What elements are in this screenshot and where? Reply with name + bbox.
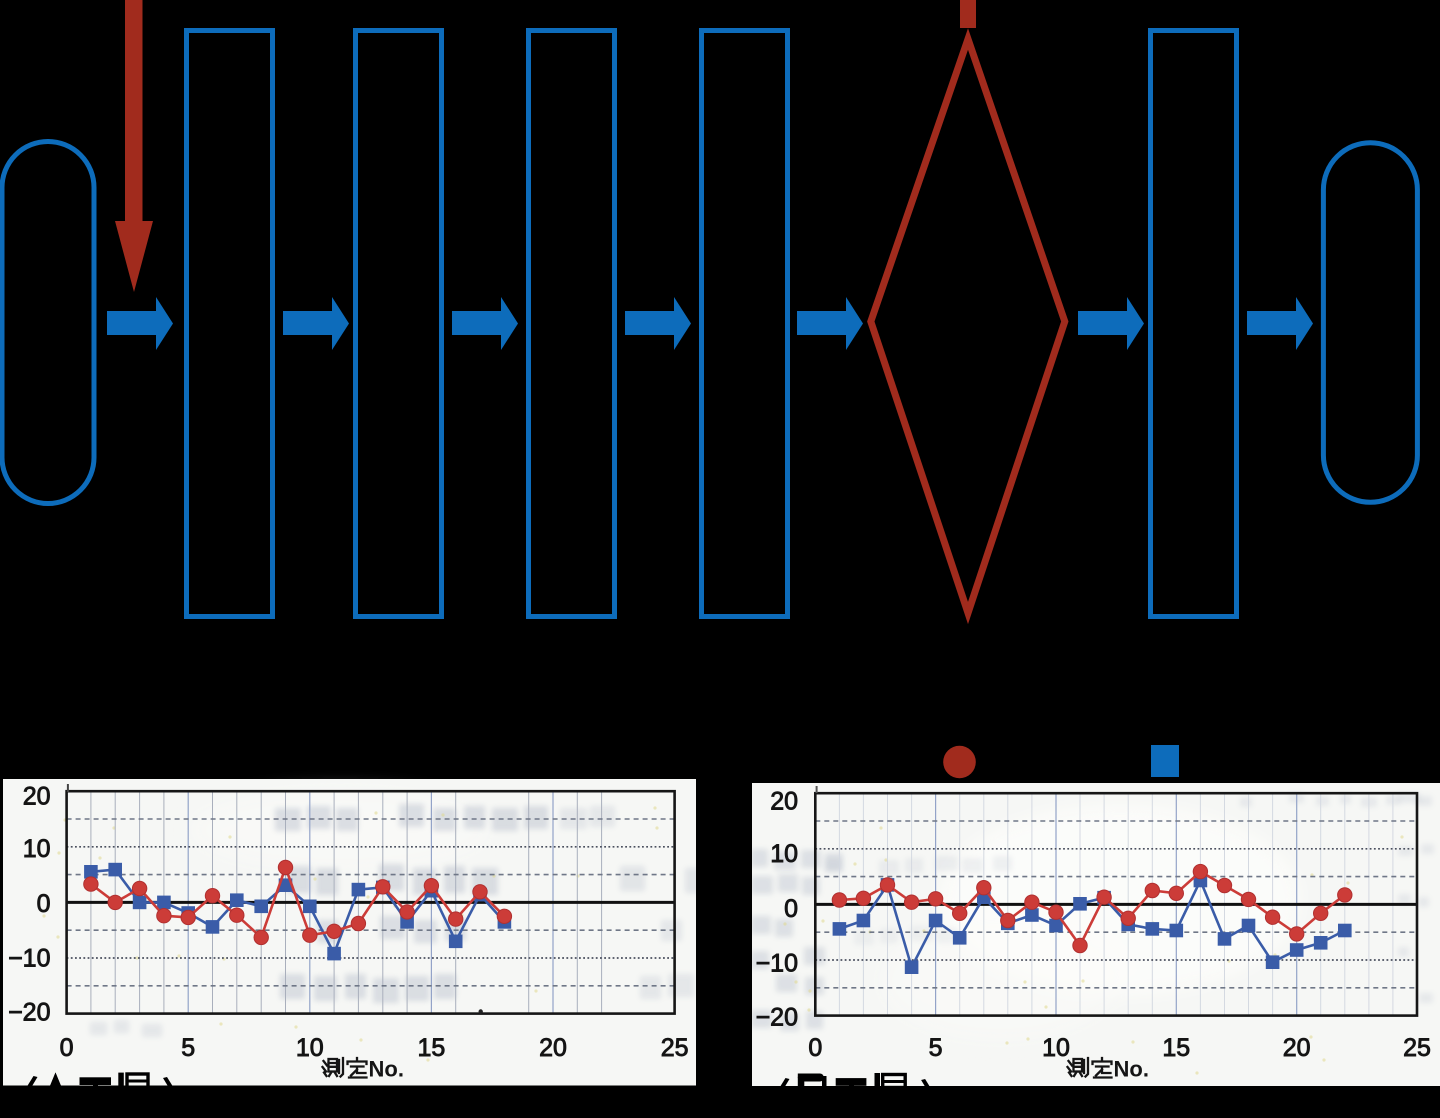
- svg-text:15: 15: [1162, 1034, 1190, 1062]
- svg-text:20: 20: [539, 1034, 567, 1062]
- svg-text:No.: No.: [369, 1057, 404, 1082]
- svg-text:5: 5: [929, 1034, 943, 1062]
- svg-text:10: 10: [770, 840, 798, 868]
- svg-text:25: 25: [1403, 1034, 1431, 1062]
- svg-text:10: 10: [296, 1034, 324, 1062]
- svg-text:−20: −20: [8, 998, 50, 1026]
- svg-text:20: 20: [1283, 1034, 1311, 1062]
- svg-text:−20: −20: [756, 1003, 798, 1031]
- svg-text:No.: No.: [1114, 1057, 1149, 1082]
- svg-text:0: 0: [808, 1034, 822, 1062]
- svg-text:0: 0: [37, 890, 51, 918]
- svg-text:0: 0: [60, 1034, 74, 1062]
- svg-text:5: 5: [181, 1034, 195, 1062]
- svg-text:10: 10: [23, 835, 51, 863]
- svg-text:−10: −10: [8, 944, 50, 972]
- svg-text:20: 20: [770, 787, 798, 815]
- svg-text:10: 10: [1042, 1034, 1070, 1062]
- svg-text:0: 0: [784, 895, 798, 923]
- svg-text:25: 25: [661, 1034, 689, 1062]
- svg-text:20: 20: [23, 782, 51, 810]
- svg-text:−10: −10: [756, 949, 798, 977]
- svg-text:15: 15: [417, 1034, 445, 1062]
